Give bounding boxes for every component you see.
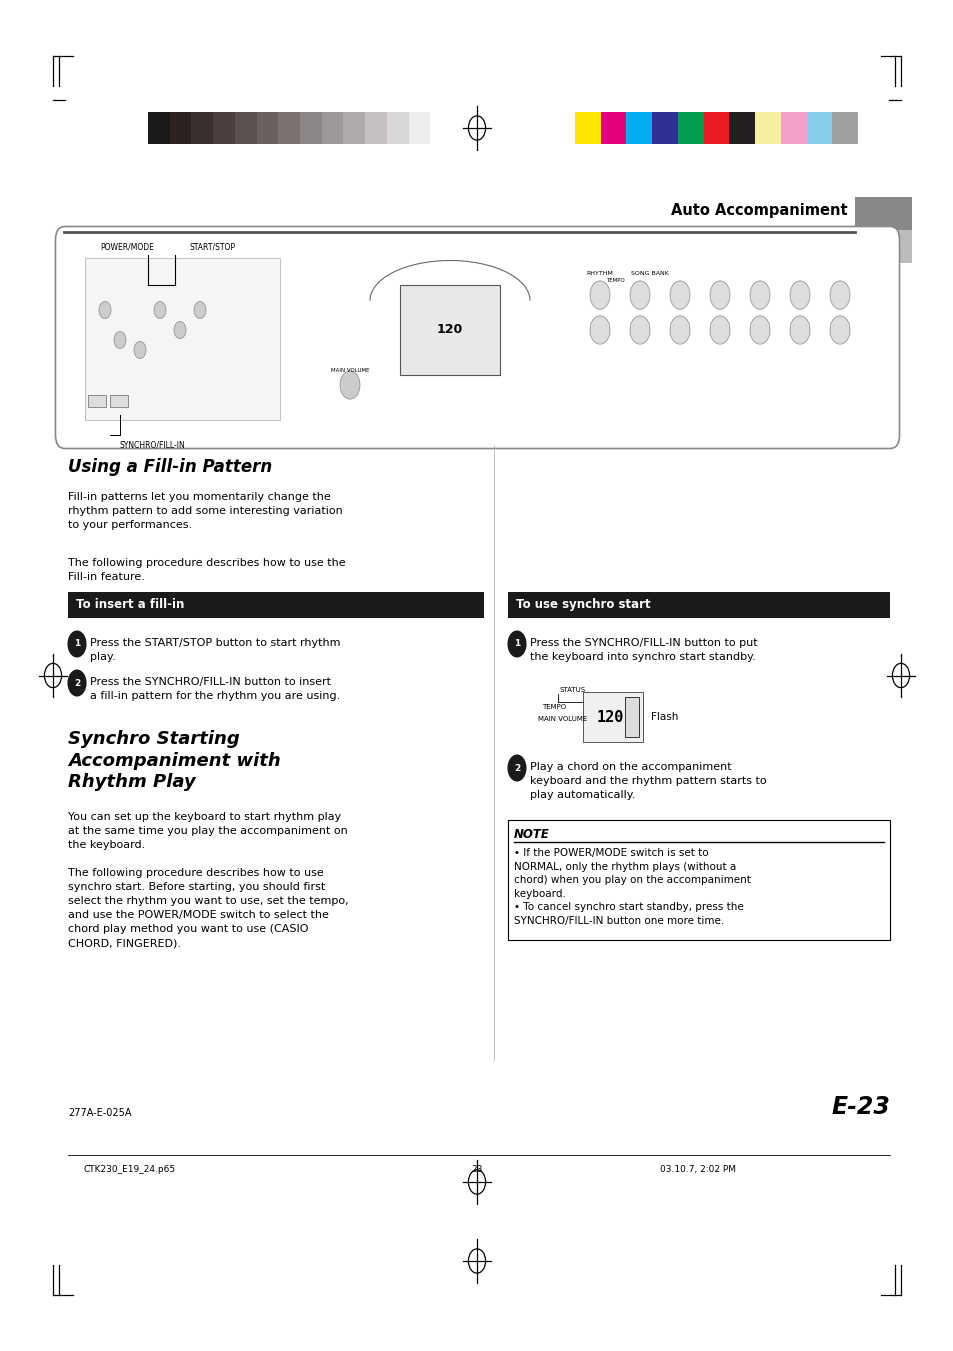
Circle shape bbox=[789, 281, 809, 309]
Text: 1: 1 bbox=[73, 639, 80, 648]
Circle shape bbox=[749, 316, 769, 345]
Circle shape bbox=[709, 281, 729, 309]
Text: SYNCHRO/FILL-IN: SYNCHRO/FILL-IN bbox=[120, 440, 186, 449]
Bar bbox=[754, 112, 780, 145]
Bar bbox=[582, 692, 642, 742]
Bar bbox=[831, 112, 857, 145]
Circle shape bbox=[669, 281, 689, 309]
Bar bbox=[600, 112, 626, 145]
Bar bbox=[387, 112, 408, 145]
Text: Using a Fill-in Pattern: Using a Fill-in Pattern bbox=[68, 458, 272, 476]
Text: Fill-in patterns let you momentarily change the
rhythm pattern to add some inter: Fill-in patterns let you momentarily cha… bbox=[68, 492, 342, 530]
Text: To insert a fill-in: To insert a fill-in bbox=[76, 598, 184, 612]
Bar bbox=[321, 112, 343, 145]
Text: To use synchro start: To use synchro start bbox=[516, 598, 650, 612]
Text: Flash: Flash bbox=[650, 712, 678, 721]
Text: SONG BANK: SONG BANK bbox=[630, 272, 668, 276]
Bar bbox=[703, 112, 729, 145]
Text: The following procedure describes how to use the
Fill-in feature.: The following procedure describes how to… bbox=[68, 558, 345, 582]
Text: You can set up the keyboard to start rhythm play
at the same time you play the a: You can set up the keyboard to start rhy… bbox=[68, 812, 348, 850]
Bar bbox=[652, 112, 678, 145]
Bar bbox=[213, 112, 234, 145]
Circle shape bbox=[669, 316, 689, 345]
Text: 277A-E-025A: 277A-E-025A bbox=[68, 1108, 132, 1119]
Text: 120: 120 bbox=[596, 709, 623, 724]
Bar bbox=[626, 112, 652, 145]
Bar bbox=[192, 112, 213, 145]
Bar bbox=[624, 697, 639, 738]
Circle shape bbox=[153, 301, 166, 319]
Bar bbox=[148, 112, 170, 145]
Text: Play a chord on the accompaniment
keyboard and the rhythm pattern starts to
play: Play a chord on the accompaniment keyboa… bbox=[530, 762, 766, 800]
Circle shape bbox=[629, 281, 649, 309]
Text: 2: 2 bbox=[73, 678, 80, 688]
Bar bbox=[805, 112, 831, 145]
Text: Press the SYNCHRO/FILL-IN button to put
the keyboard into synchro start standby.: Press the SYNCHRO/FILL-IN button to put … bbox=[530, 638, 757, 662]
Text: TEMPO: TEMPO bbox=[605, 278, 623, 282]
Text: START/STOP: START/STOP bbox=[190, 243, 235, 253]
Text: RHYTHM: RHYTHM bbox=[586, 272, 613, 276]
Bar bbox=[170, 112, 192, 145]
Bar bbox=[854, 197, 911, 230]
Bar bbox=[85, 258, 280, 420]
Bar bbox=[299, 112, 321, 145]
Text: MAIN VOLUME: MAIN VOLUME bbox=[331, 367, 369, 373]
Text: 2: 2 bbox=[514, 763, 519, 773]
Text: 23: 23 bbox=[471, 1165, 482, 1174]
Text: 1: 1 bbox=[514, 639, 519, 648]
Bar bbox=[430, 112, 452, 145]
Text: MAIN VOLUME: MAIN VOLUME bbox=[537, 716, 587, 721]
Circle shape bbox=[99, 301, 111, 319]
Circle shape bbox=[829, 281, 849, 309]
Text: 03.10.7, 2:02 PM: 03.10.7, 2:02 PM bbox=[659, 1165, 735, 1174]
Bar bbox=[68, 592, 484, 617]
Bar bbox=[278, 112, 299, 145]
Circle shape bbox=[507, 631, 526, 658]
Circle shape bbox=[589, 316, 609, 345]
Circle shape bbox=[589, 281, 609, 309]
Text: NOTE: NOTE bbox=[514, 828, 549, 842]
Circle shape bbox=[749, 281, 769, 309]
Circle shape bbox=[789, 316, 809, 345]
Text: Synchro Starting
Accompaniment with
Rhythm Play: Synchro Starting Accompaniment with Rhyt… bbox=[68, 730, 280, 790]
Text: E-23: E-23 bbox=[830, 1096, 889, 1119]
Bar bbox=[507, 592, 889, 617]
Circle shape bbox=[193, 301, 206, 319]
FancyBboxPatch shape bbox=[55, 227, 899, 449]
Bar bbox=[854, 230, 911, 263]
Bar bbox=[408, 112, 430, 145]
Circle shape bbox=[133, 342, 146, 358]
Circle shape bbox=[709, 316, 729, 345]
Text: Press the START/STOP button to start rhythm
play.: Press the START/STOP button to start rhy… bbox=[90, 638, 340, 662]
Text: TEMPO: TEMPO bbox=[541, 704, 565, 711]
Text: Auto Accompaniment: Auto Accompaniment bbox=[671, 203, 847, 218]
Bar bbox=[343, 112, 365, 145]
Bar bbox=[507, 820, 889, 940]
Text: 120: 120 bbox=[436, 323, 462, 336]
Bar bbox=[365, 112, 387, 145]
Bar bbox=[234, 112, 256, 145]
Circle shape bbox=[829, 316, 849, 345]
Circle shape bbox=[339, 370, 359, 399]
Text: Press the SYNCHRO/FILL-IN button to insert
a fill-in pattern for the rhythm you : Press the SYNCHRO/FILL-IN button to inse… bbox=[90, 677, 340, 701]
Circle shape bbox=[629, 316, 649, 345]
Bar bbox=[256, 112, 278, 145]
Text: The following procedure describes how to use
synchro start. Before starting, you: The following procedure describes how to… bbox=[68, 867, 348, 948]
Circle shape bbox=[507, 754, 526, 781]
Bar bbox=[110, 394, 128, 407]
Circle shape bbox=[68, 670, 87, 697]
Text: • If the POWER/MODE switch is set to
NORMAL, only the rhythm plays (without a
ch: • If the POWER/MODE switch is set to NOR… bbox=[514, 848, 750, 925]
Circle shape bbox=[173, 322, 186, 339]
Text: STATUS: STATUS bbox=[559, 688, 585, 693]
Bar bbox=[88, 394, 106, 407]
Circle shape bbox=[68, 631, 87, 658]
Bar bbox=[678, 112, 703, 145]
Text: CTK230_E19_24.p65: CTK230_E19_24.p65 bbox=[83, 1165, 175, 1174]
Text: POWER/MODE: POWER/MODE bbox=[100, 243, 153, 253]
Bar bbox=[729, 112, 754, 145]
Bar bbox=[575, 112, 600, 145]
Bar bbox=[399, 285, 499, 376]
Bar bbox=[780, 112, 805, 145]
Circle shape bbox=[113, 331, 126, 349]
